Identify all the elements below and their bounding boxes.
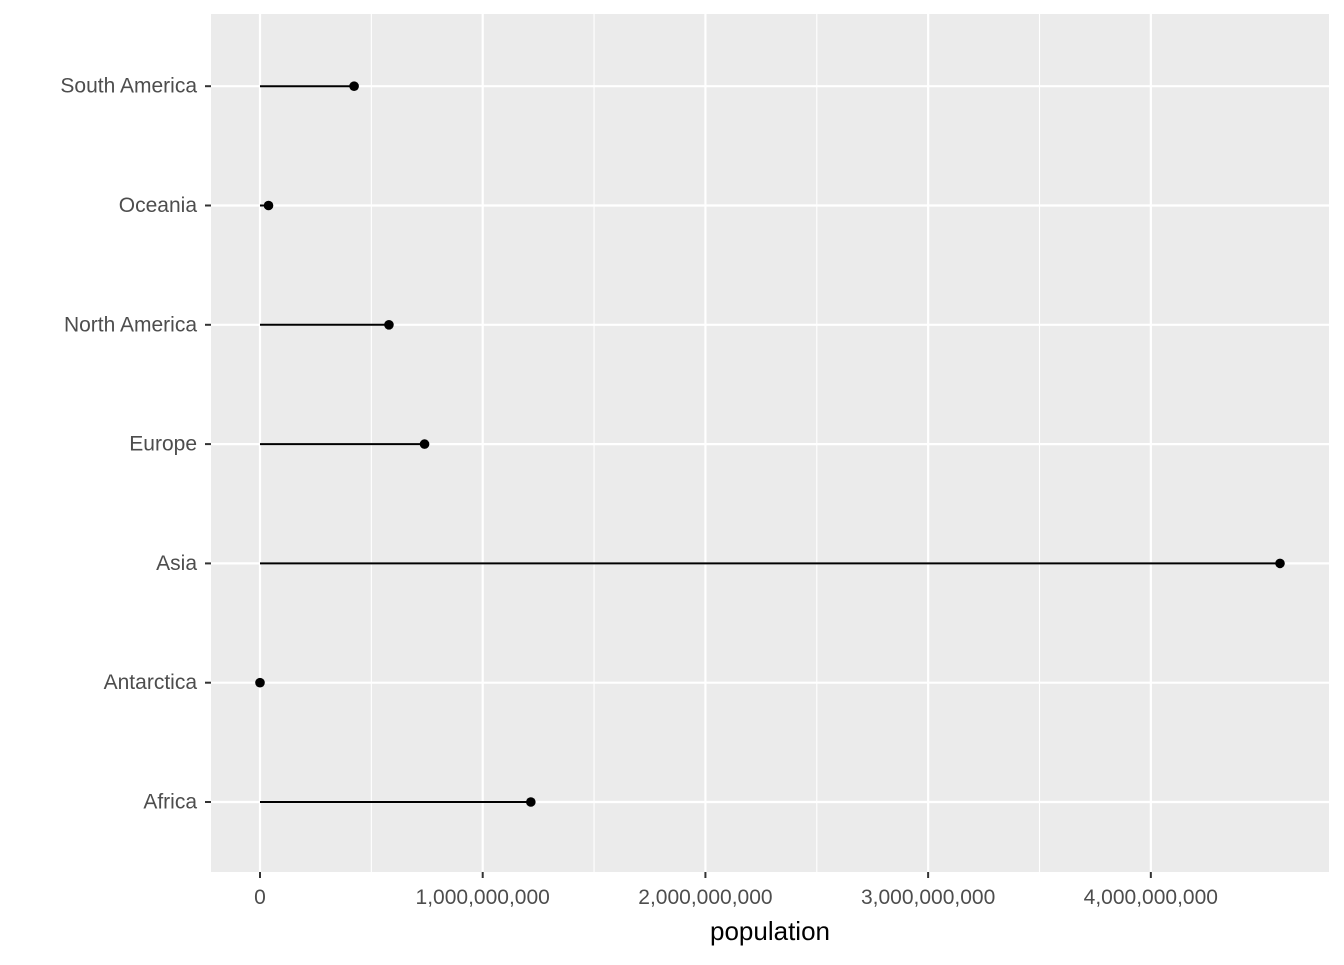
x-tick-label: 0 — [254, 886, 266, 909]
y-tick-label: Antarctica — [104, 671, 198, 694]
y-tick-label: Europe — [129, 433, 197, 456]
y-tick-label: Africa — [143, 791, 197, 814]
x-tick-label: 4,000,000,000 — [1084, 886, 1218, 909]
x-tick-label: 2,000,000,000 — [638, 886, 772, 909]
x-axis-title: population — [710, 916, 830, 946]
y-tick-label: Oceania — [119, 194, 198, 217]
lollipop-point-south-america — [349, 81, 359, 91]
y-tick-label: South America — [60, 75, 197, 98]
x-tick-label: 3,000,000,000 — [861, 886, 995, 909]
y-axis: Africa Antarctica Asia Europe North America O… — [60, 75, 211, 814]
major-gridlines — [211, 14, 1329, 872]
lollipop-point-africa — [526, 797, 536, 807]
lollipop-marks — [255, 81, 1285, 807]
lollipop-point-north-america — [384, 320, 394, 330]
lollipop-point-oceania — [263, 200, 274, 211]
y-tick-label: Asia — [156, 552, 197, 575]
y-tick-label: North America — [64, 313, 197, 336]
lollipop-point-asia — [1275, 558, 1285, 569]
lollipop-point-europe — [419, 439, 430, 449]
lollipop-point-antarctica — [255, 677, 265, 688]
x-axis: 0 1,000,000,000 2,000,000,000 3,000,000,000… — [254, 872, 1218, 909]
x-tick-label: 1,000,000,000 — [416, 886, 550, 909]
